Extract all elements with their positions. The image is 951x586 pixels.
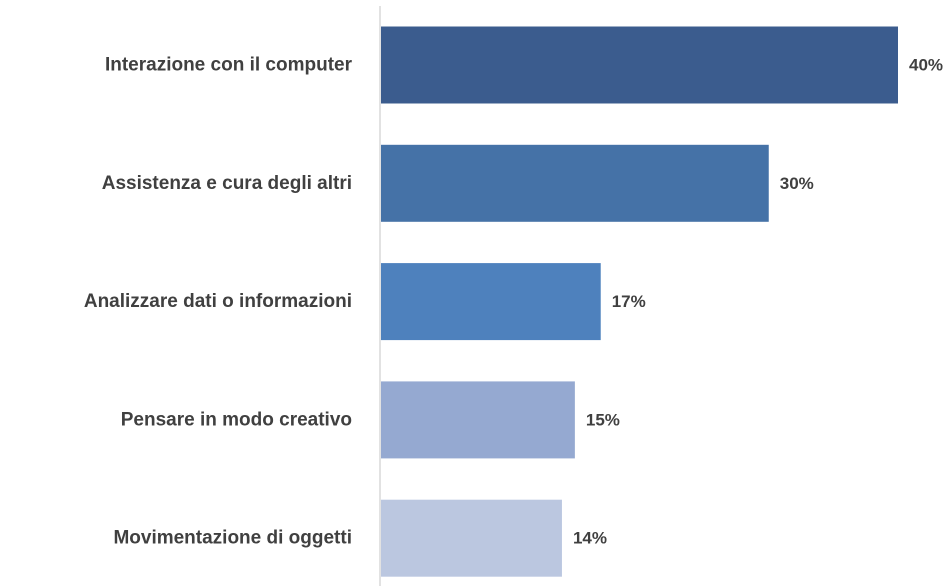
value-label-pensare-in-modo-creativo: 15% xyxy=(586,410,620,429)
category-labels-group: Interazione con il computer Assistenza e … xyxy=(84,55,353,549)
bar-assistenza-e-cura-degli-altri xyxy=(381,144,769,222)
value-label-interazione-con-il-computer: 40% xyxy=(909,56,943,75)
bar-interazione-con-il-computer xyxy=(381,26,898,104)
bars-group xyxy=(381,26,898,577)
value-label-assistenza-e-cura-degli-altri: 30% xyxy=(780,174,814,193)
category-label-pensare-in-modo-creativo: Pensare in modo creativo xyxy=(121,409,352,430)
category-label-analizzare-dati-o-informazioni: Analizzare dati o informazioni xyxy=(84,291,352,312)
value-labels-group: 40% 30% 17% 15% 14% xyxy=(573,56,943,548)
value-label-analizzare-dati-o-informazioni: 17% xyxy=(612,292,646,311)
bar-movimentazione-di-oggetti xyxy=(381,499,562,577)
bar-pensare-in-modo-creativo xyxy=(381,381,575,459)
value-label-movimentazione-di-oggetti: 14% xyxy=(573,529,607,548)
category-label-movimentazione-di-oggetti: Movimentazione di oggetti xyxy=(113,528,352,549)
category-label-interazione-con-il-computer: Interazione con il computer xyxy=(105,55,353,76)
bar-analizzare-dati-o-informazioni xyxy=(381,263,601,341)
category-label-assistenza-e-cura-degli-altri: Assistenza e cura degli altri xyxy=(102,173,352,194)
